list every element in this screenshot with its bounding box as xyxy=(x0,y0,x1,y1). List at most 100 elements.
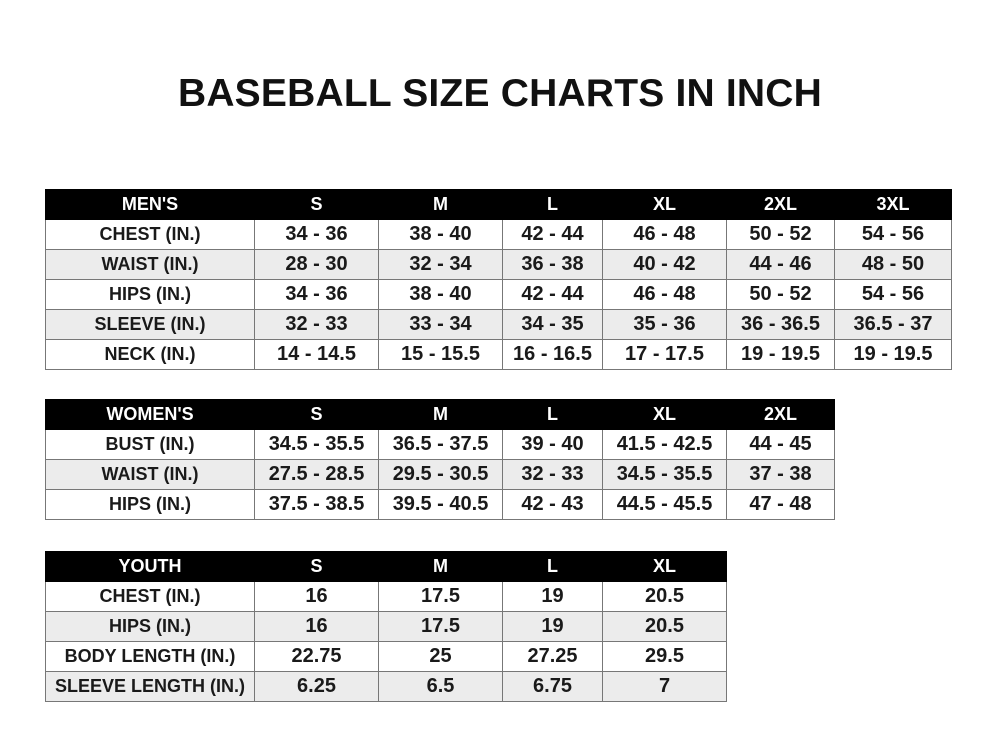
measurement-label: CHEST (IN.) xyxy=(45,219,255,250)
table-row: HIPS (IN.) 34 - 36 38 - 40 42 - 44 46 - 48 50… xyxy=(45,279,952,310)
size-value: 36 - 38 xyxy=(502,249,603,280)
size-value: 47 - 48 xyxy=(726,489,835,520)
measurement-label: BUST (IN.) xyxy=(45,429,255,460)
size-value: 34 - 36 xyxy=(254,279,379,310)
measurement-label: BODY LENGTH (IN.) xyxy=(45,641,255,672)
table-row: HIPS (IN.) 37.5 - 38.5 39.5 - 40.5 42 - 43 4… xyxy=(45,489,835,520)
size-value: 19 xyxy=(502,581,603,612)
size-value: 32 - 33 xyxy=(502,459,603,490)
size-value: 50 - 52 xyxy=(726,219,835,250)
size-value: 46 - 48 xyxy=(602,279,727,310)
category-header: YOUTH xyxy=(45,551,255,582)
size-value: 36.5 - 37 xyxy=(834,309,952,340)
size-header: M xyxy=(378,399,503,430)
size-value: 48 - 50 xyxy=(834,249,952,280)
header-row: MEN'S S M L XL 2XL 3XL xyxy=(45,189,952,220)
table-row: WAIST (IN.) 28 - 30 32 - 34 36 - 38 40 - 42 4… xyxy=(45,249,952,280)
measurement-label: HIPS (IN.) xyxy=(45,611,255,642)
header-row: WOMEN'S S M L XL 2XL xyxy=(45,399,835,430)
size-value: 34.5 - 35.5 xyxy=(254,429,379,460)
measurement-label: WAIST (IN.) xyxy=(45,459,255,490)
measurement-label: NECK (IN.) xyxy=(45,339,255,370)
size-header: S xyxy=(254,399,379,430)
mens-size-table: MEN'S S M L XL 2XL 3XL CHEST (IN.) 34 - 36 38 - 4… xyxy=(45,189,952,370)
table-row: CHEST (IN.) 16 17.5 19 20.5 xyxy=(45,581,727,612)
size-value: 39.5 - 40.5 xyxy=(378,489,503,520)
measurement-label: HIPS (IN.) xyxy=(45,489,255,520)
size-value: 36.5 - 37.5 xyxy=(378,429,503,460)
size-value: 29.5 xyxy=(602,641,727,672)
size-value: 20.5 xyxy=(602,581,727,612)
measurement-label: CHEST (IN.) xyxy=(45,581,255,612)
size-value: 6.25 xyxy=(254,671,379,702)
size-header: L xyxy=(502,551,603,582)
size-header: 3XL xyxy=(834,189,952,220)
size-value: 38 - 40 xyxy=(378,219,503,250)
size-value: 14 - 14.5 xyxy=(254,339,379,370)
size-value: 20.5 xyxy=(602,611,727,642)
size-value: 7 xyxy=(602,671,727,702)
category-header: WOMEN'S xyxy=(45,399,255,430)
table-row: BODY LENGTH (IN.) 22.75 25 27.25 29.5 xyxy=(45,641,727,672)
header-row: YOUTH S M L XL xyxy=(45,551,727,582)
size-value: 15 - 15.5 xyxy=(378,339,503,370)
size-value: 50 - 52 xyxy=(726,279,835,310)
size-value: 33 - 34 xyxy=(378,309,503,340)
size-header: S xyxy=(254,189,379,220)
size-value: 32 - 34 xyxy=(378,249,503,280)
size-value: 34 - 36 xyxy=(254,219,379,250)
size-value: 44 - 45 xyxy=(726,429,835,460)
size-value: 42 - 44 xyxy=(502,219,603,250)
size-value: 6.75 xyxy=(502,671,603,702)
size-value: 17.5 xyxy=(378,581,503,612)
size-value: 41.5 - 42.5 xyxy=(602,429,727,460)
size-value: 40 - 42 xyxy=(602,249,727,280)
size-header: L xyxy=(502,399,603,430)
size-value: 39 - 40 xyxy=(502,429,603,460)
size-header: XL xyxy=(602,551,727,582)
size-value: 44.5 - 45.5 xyxy=(602,489,727,520)
size-header: XL xyxy=(602,189,727,220)
size-value: 34 - 35 xyxy=(502,309,603,340)
table-row: WAIST (IN.) 27.5 - 28.5 29.5 - 30.5 32 - 33… xyxy=(45,459,835,490)
size-value: 25 xyxy=(378,641,503,672)
size-value: 37.5 - 38.5 xyxy=(254,489,379,520)
size-value: 19 xyxy=(502,611,603,642)
size-value: 27.5 - 28.5 xyxy=(254,459,379,490)
table-row: BUST (IN.) 34.5 - 35.5 36.5 - 37.5 39 - 40 4… xyxy=(45,429,835,460)
size-value: 46 - 48 xyxy=(602,219,727,250)
measurement-label: SLEEVE LENGTH (IN.) xyxy=(45,671,255,702)
size-header: S xyxy=(254,551,379,582)
table-row: CHEST (IN.) 34 - 36 38 - 40 42 - 44 46 - 48 5… xyxy=(45,219,952,250)
table-row: SLEEVE LENGTH (IN.) 6.25 6.5 6.75 7 xyxy=(45,671,727,702)
size-header: 2XL xyxy=(726,189,835,220)
size-value: 27.25 xyxy=(502,641,603,672)
size-header: 2XL xyxy=(726,399,835,430)
size-value: 32 - 33 xyxy=(254,309,379,340)
size-header: M xyxy=(378,551,503,582)
size-header: L xyxy=(502,189,603,220)
table-row: SLEEVE (IN.) 32 - 33 33 - 34 34 - 35 35 - 36… xyxy=(45,309,952,340)
womens-size-table: WOMEN'S S M L XL 2XL BUST (IN.) 34.5 - 35.5 36.5… xyxy=(45,399,835,520)
size-value: 54 - 56 xyxy=(834,279,952,310)
table-row: NECK (IN.) 14 - 14.5 15 - 15.5 16 - 16.5 17 … xyxy=(45,339,952,370)
size-value: 42 - 44 xyxy=(502,279,603,310)
measurement-label: WAIST (IN.) xyxy=(45,249,255,280)
size-value: 35 - 36 xyxy=(602,309,727,340)
size-value: 29.5 - 30.5 xyxy=(378,459,503,490)
size-value: 34.5 - 35.5 xyxy=(602,459,727,490)
size-value: 16 xyxy=(254,611,379,642)
size-value: 6.5 xyxy=(378,671,503,702)
size-value: 17 - 17.5 xyxy=(602,339,727,370)
page-title: BASEBALL SIZE CHARTS IN INCH xyxy=(177,72,823,115)
size-value: 36 - 36.5 xyxy=(726,309,835,340)
size-value: 54 - 56 xyxy=(834,219,952,250)
youth-size-table: YOUTH S M L XL CHEST (IN.) 16 17.5 19 20.5 HIPS (I… xyxy=(45,551,727,702)
size-value: 16 - 16.5 xyxy=(502,339,603,370)
size-header: M xyxy=(378,189,503,220)
size-header: XL xyxy=(602,399,727,430)
table-row: HIPS (IN.) 16 17.5 19 20.5 xyxy=(45,611,727,642)
category-header: MEN'S xyxy=(45,189,255,220)
measurement-label: SLEEVE (IN.) xyxy=(45,309,255,340)
size-value: 38 - 40 xyxy=(378,279,503,310)
